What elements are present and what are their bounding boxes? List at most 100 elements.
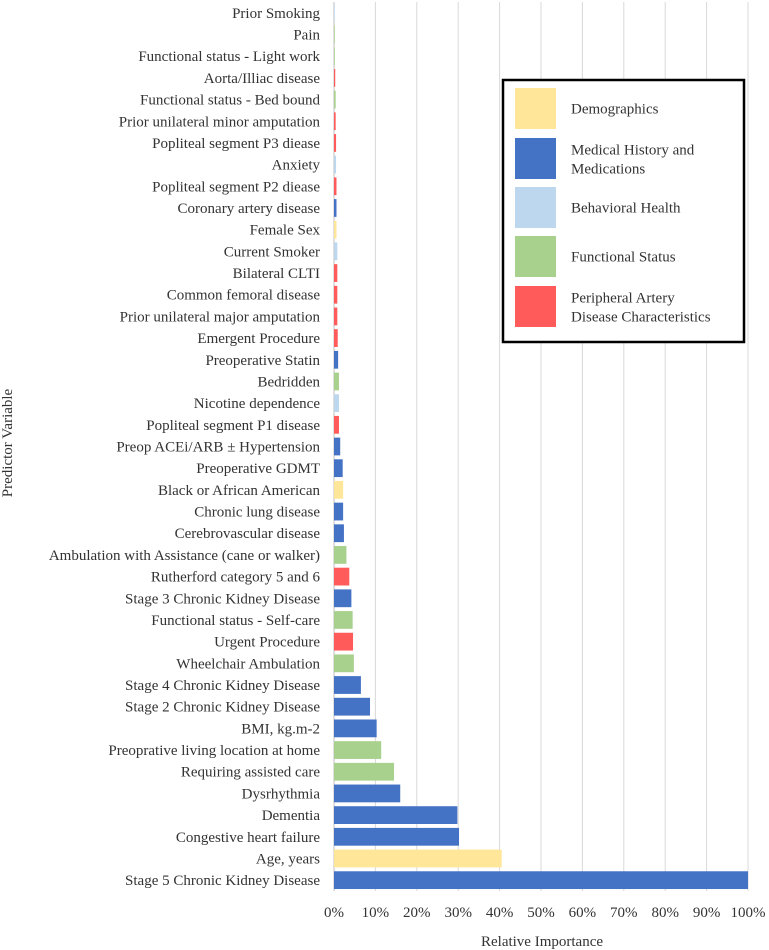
x-tick-label: 40% [486, 905, 514, 921]
legend-swatch [515, 236, 556, 277]
bar [334, 806, 458, 824]
category-label: Preoperative Statin [205, 353, 320, 369]
x-tick-label: 100% [731, 905, 766, 921]
category-label: Pain [293, 28, 320, 44]
bar [334, 69, 336, 87]
category-label: BMI, kg.m-2 [241, 721, 320, 737]
category-label: Congestive heart failure [176, 830, 320, 846]
x-tick-label: 30% [444, 905, 472, 921]
bar [334, 611, 353, 629]
bar [334, 47, 335, 66]
bar [334, 415, 339, 434]
x-axis-title: Relative Importance [481, 934, 603, 950]
x-tick-labels: 0% 10% 20% 30% 40% 50% 60% 70% 80% 90% 100% [324, 905, 766, 921]
bar [334, 741, 382, 759]
category-label: Prior Smoking [232, 6, 320, 22]
bar [334, 871, 748, 890]
category-label: Rutherford category 5 and 6 [151, 570, 321, 586]
legend-swatch [515, 138, 556, 179]
bar [334, 199, 337, 217]
category-label: Stage 4 Chronic Kidney Disease [125, 678, 320, 694]
category-label: Preoprative living location at home [108, 743, 320, 759]
bar [334, 437, 341, 456]
legend-label: Demographics [571, 102, 659, 118]
bar [334, 676, 361, 694]
bar [334, 329, 338, 347]
category-label: Stage 5 Chronic Kidney Disease [125, 873, 320, 889]
legend-label: Behavioral Health [571, 201, 681, 217]
category-label: Urgent Procedure [214, 635, 320, 651]
y-axis-title: Predictor Variable [0, 388, 16, 497]
bar [334, 502, 344, 521]
legend-swatch [515, 286, 556, 327]
bars [334, 3, 748, 890]
legend-items: Demographics Medical History and Medicatio… [515, 88, 711, 327]
x-tick-label: 10% [362, 905, 390, 921]
legend-label: Peripheral Artery Disease Characteristics [571, 291, 711, 326]
x-tick-label: 0% [324, 905, 344, 921]
category-label: Common femoral disease [167, 288, 321, 304]
bar [334, 567, 350, 586]
bar [334, 654, 354, 673]
legend: Demographics Medical History and Medicatio… [501, 78, 746, 344]
category-label: Nicotine dependence [194, 396, 321, 412]
category-label: Functional status - Bed bound [140, 93, 320, 109]
bar [334, 762, 395, 781]
bar [334, 242, 338, 261]
category-label: Popliteal segment P1 disease [146, 418, 320, 434]
category-label: Age, years [256, 851, 320, 867]
category-label: Functional status - Light work [138, 49, 320, 65]
bar [334, 459, 343, 478]
bar [334, 784, 401, 803]
category-label: Preoperative GDMT [196, 461, 320, 477]
category-label: Emergent Procedure [197, 331, 320, 347]
legend-swatch [515, 187, 556, 228]
category-label: Black or African American [158, 483, 321, 499]
bar [334, 285, 338, 304]
bar [334, 546, 347, 564]
category-label: Cerebrovascular disease [175, 526, 321, 542]
legend-label: Medical History and Medications [571, 143, 695, 178]
bar [334, 719, 377, 738]
category-label: Prior unilateral minor amputation [119, 114, 321, 130]
x-tick-label: 90% [693, 905, 721, 921]
bar [334, 827, 460, 846]
bar [334, 264, 338, 282]
bar [334, 155, 337, 174]
x-tick-label: 80% [651, 905, 679, 921]
bar [334, 90, 336, 109]
bar [334, 524, 344, 543]
category-label: Stage 2 Chronic Kidney Disease [125, 700, 320, 716]
bar [334, 697, 371, 716]
bar [334, 394, 339, 413]
category-label: Coronary artery disease [178, 201, 321, 217]
legend-label: Functional Status [571, 250, 676, 266]
bar [334, 480, 344, 499]
bar [334, 849, 502, 868]
bar [334, 350, 339, 369]
category-label: Stage 3 Chronic Kidney Disease [125, 591, 320, 607]
bar [334, 3, 335, 22]
bar [334, 220, 337, 239]
x-tick-label: 70% [610, 905, 638, 921]
category-label: Current Smoker [224, 244, 320, 260]
category-label: Dementia [262, 808, 321, 824]
x-tick-label: 60% [569, 905, 597, 921]
category-label: Female Sex [250, 223, 321, 239]
category-label: Wheelchair Ambulation [176, 656, 320, 672]
category-label: Popliteal segment P2 diease [152, 179, 320, 195]
category-label: Chronic lung disease [194, 505, 320, 521]
bar [334, 177, 337, 196]
bar [334, 112, 336, 131]
category-label: Dysrhythmia [242, 786, 321, 802]
bar [334, 372, 339, 391]
category-label: Anxiety [272, 158, 321, 174]
bar [334, 589, 352, 608]
x-tick-label: 20% [403, 905, 431, 921]
category-label: Requiring assisted care [181, 765, 320, 781]
x-tick-label: 50% [527, 905, 555, 921]
category-label: Functional status - Self-care [151, 613, 320, 629]
bar [334, 632, 354, 651]
bar [334, 134, 337, 152]
